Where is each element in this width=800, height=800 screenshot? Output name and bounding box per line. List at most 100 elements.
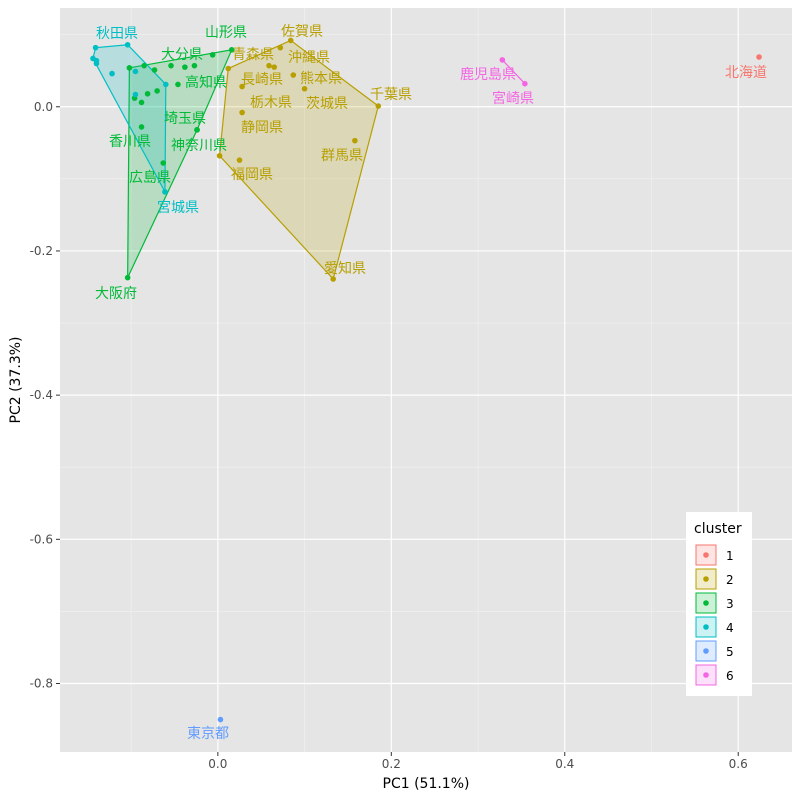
plot-panel (60, 8, 792, 752)
y-tick-label: -0.2 (30, 244, 53, 258)
point-cluster-6 (522, 80, 528, 87)
point-cluster-2 (225, 65, 232, 72)
legend-point-4 (703, 624, 709, 630)
point-cluster-2 (216, 152, 223, 159)
point-cluster-2 (301, 85, 308, 92)
point-cluster-3 (209, 52, 216, 58)
point-cluster-3 (138, 99, 145, 106)
point-cluster-3 (228, 47, 235, 53)
point-label: 大阪府 (95, 286, 137, 302)
point-label: 鹿児島県 (460, 66, 516, 83)
point-cluster-3 (191, 62, 198, 69)
point-label: 宮崎県 (492, 91, 534, 107)
point-cluster-3 (168, 62, 174, 69)
legend-title: cluster (694, 521, 742, 537)
point-cluster-4 (92, 44, 99, 51)
point-label: 宮城県 (157, 200, 199, 216)
point-label: 北海道 (725, 65, 767, 81)
point-cluster-3 (194, 127, 200, 133)
point-cluster-3 (124, 274, 131, 281)
point-cluster-4 (132, 91, 139, 98)
point-cluster-3 (141, 62, 147, 69)
point-label: 秋田県 (96, 26, 138, 42)
point-label: 山形県 (205, 25, 247, 41)
legend-label: 3 (726, 597, 734, 611)
y-tick-label: -0.4 (30, 388, 53, 402)
point-cluster-2 (277, 44, 284, 51)
point-cluster-2 (375, 103, 382, 109)
point-cluster-3 (126, 65, 133, 71)
point-cluster-4 (162, 189, 168, 195)
x-tick-label: 0.0 (208, 757, 227, 771)
legend-point-6 (703, 672, 709, 678)
point-cluster-3 (160, 160, 167, 166)
legend-point-3 (703, 600, 709, 606)
x-tick-label: 0.6 (729, 757, 748, 771)
point-label: 長崎県 (241, 72, 283, 88)
point-label: 群馬県 (321, 148, 363, 164)
point-label: 大分県 (161, 47, 203, 63)
point-cluster-3 (182, 64, 188, 70)
point-cluster-3 (144, 90, 151, 97)
x-axis-ticks: 0.0 0.2 0.4 0.6 (208, 752, 748, 771)
cluster-hulls (92, 39, 526, 281)
x-tick-label: 0.2 (382, 757, 401, 771)
legend-label: 1 (726, 549, 734, 563)
y-tick-label: 0.0 (34, 100, 53, 114)
point-cluster-3 (151, 67, 158, 73)
point-cluster-6 (499, 57, 506, 63)
point-label: 佐賀県 (281, 24, 323, 40)
point-cluster-1 (756, 54, 762, 60)
gridlines (60, 8, 792, 752)
legend-label: 6 (726, 669, 734, 683)
point-label: 愛知県 (324, 260, 366, 277)
point-label: 熊本県 (300, 71, 342, 87)
legend-point-2 (703, 576, 709, 582)
point-label: 広島県 (129, 170, 171, 186)
point-cluster-2 (290, 72, 297, 78)
point-cluster-2 (239, 109, 245, 116)
point-label: 静岡県 (241, 120, 283, 136)
y-tick-label: -0.8 (30, 677, 53, 691)
point-cluster-2 (352, 137, 358, 144)
point-cluster-4 (163, 81, 169, 88)
x-tick-label: 0.4 (555, 757, 574, 771)
point-label: 福岡県 (231, 167, 273, 183)
x-axis-title: PC1 (51.1%) (383, 776, 470, 792)
point-cluster-3 (154, 88, 160, 94)
legend-label: 5 (726, 645, 734, 659)
point-label: 埼玉県 (164, 111, 206, 127)
point-cluster-2 (239, 83, 245, 90)
point-cluster-3 (138, 124, 145, 130)
legend-label: 2 (726, 573, 734, 587)
point-label: 茨城県 (306, 96, 348, 112)
point-cluster-2 (330, 276, 336, 282)
point-cluster-3 (175, 81, 181, 88)
point-label: 神奈川県 (171, 138, 227, 154)
data-points (90, 37, 762, 723)
point-cluster-2 (236, 157, 243, 163)
legend: cluster 1 2 3 4 5 6 (686, 512, 752, 696)
point-label: 栃木県 (250, 95, 292, 111)
point-label: 香川県 (109, 134, 151, 150)
legend-point-1 (703, 552, 709, 558)
y-axis-title: PC2 (37.3%) (8, 337, 24, 424)
point-label: 青森県 (232, 47, 274, 63)
point-label: 千葉県 (370, 87, 412, 103)
y-tick-label: -0.6 (30, 532, 53, 546)
point-cluster-2 (266, 62, 272, 69)
legend-label: 4 (726, 621, 734, 635)
point-cluster-4 (124, 41, 131, 48)
cluster-2-hull (218, 39, 379, 281)
point-label: 沖縄県 (288, 50, 330, 66)
point-cluster-4 (93, 60, 100, 67)
point-cluster-2 (271, 64, 278, 70)
y-axis-ticks: 0.0 -0.2 -0.4 -0.6 -0.8 (30, 100, 60, 691)
point-cluster-5 (217, 716, 224, 723)
point-cluster-4 (109, 70, 115, 77)
legend-point-5 (703, 648, 709, 654)
point-label: 高知県 (185, 74, 227, 91)
point-cluster-4 (132, 68, 139, 75)
